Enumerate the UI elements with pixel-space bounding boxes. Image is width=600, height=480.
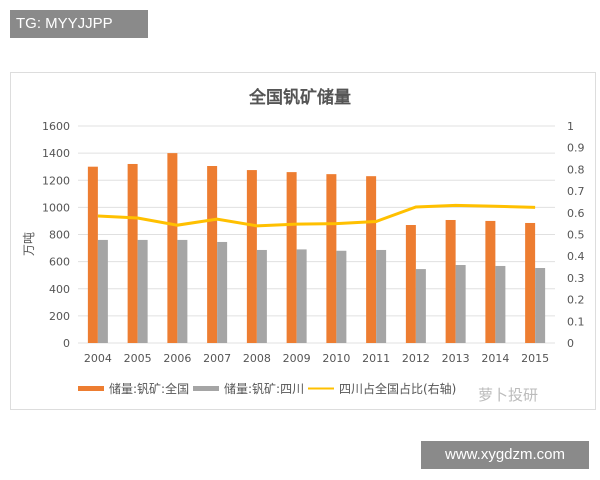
bar-sichuan [336,250,347,343]
y2-tick-label: 0.1 [567,315,585,328]
legend-label: 储量:钒矿:全国 [109,381,189,396]
bar-national [326,174,337,343]
y2-tick-label: 0.4 [567,250,585,263]
y2-tick-label: 0.7 [567,185,585,198]
y-tick-label: 400 [49,283,70,296]
bar-national [405,225,416,343]
y-tick-label: 1600 [42,120,70,133]
legend-label: 储量:钒矿:四川 [224,381,304,396]
y2-tick-label: 1 [567,120,574,133]
x-tick-label: 2011 [362,352,390,365]
y2-tick-label: 0 [567,337,574,350]
y-tick-label: 1400 [42,147,70,160]
y2-tick-label: 0.6 [567,207,585,220]
x-tick-label: 2012 [402,352,430,365]
bar-national [445,219,456,343]
bar-national [286,172,297,343]
bar-sichuan [535,267,546,343]
x-tick-label: 2009 [283,352,311,365]
legend-swatch [78,386,104,391]
bar-national [167,153,178,343]
x-tick-label: 2015 [521,352,549,365]
bar-sichuan [455,265,466,343]
bar-sichuan [296,249,307,343]
y-tick-label: 800 [49,229,70,242]
y2-tick-label: 0.3 [567,272,585,285]
y-tick-label: 200 [49,310,70,323]
bar-national [87,166,98,343]
x-tick-label: 2010 [322,352,350,365]
legend-label: 四川占全国占比(右轴) [339,381,456,396]
x-tick-label: 2007 [203,352,231,365]
bar-national [127,163,138,343]
bar-sichuan [415,269,426,343]
y2-tick-label: 0.2 [567,294,585,307]
bar-sichuan [495,265,506,343]
bar-sichuan [376,249,387,343]
x-tick-label: 2013 [442,352,470,365]
bar-national [366,176,377,343]
x-tick-label: 2004 [84,352,112,365]
y-tick-label: 600 [49,256,70,269]
y-tick-label: 1200 [42,174,70,187]
x-tick-label: 2008 [243,352,271,365]
bar-sichuan [137,239,148,343]
y2-tick-label: 0.5 [567,229,585,242]
bar-sichuan [177,239,188,343]
x-tick-label: 2014 [481,352,509,365]
bar-sichuan [97,239,108,343]
bar-national [207,166,218,343]
chart-title: 全国钒矿储量 [248,87,351,108]
y-tick-label: 1000 [42,201,70,214]
bar-sichuan [256,249,267,343]
bar-national [525,222,536,343]
x-tick-label: 2005 [124,352,152,365]
legend-swatch [193,386,219,391]
watermark-bottom: www.xygdzm.com [421,441,589,469]
y2-tick-label: 0.9 [567,142,585,155]
y-tick-label: 0 [63,337,70,350]
y2-tick-label: 0.8 [567,163,585,176]
ratio-line [97,203,536,228]
bar-sichuan [217,241,228,343]
bar-national [246,170,257,343]
chart-frame [10,72,596,410]
watermark-corner: 萝卜投研 [478,386,539,404]
x-tick-label: 2006 [163,352,191,365]
y-axis-label: 万吨 [22,232,36,256]
watermark-top: TG: MYYJJPP [10,10,148,38]
bar-national [485,220,496,343]
